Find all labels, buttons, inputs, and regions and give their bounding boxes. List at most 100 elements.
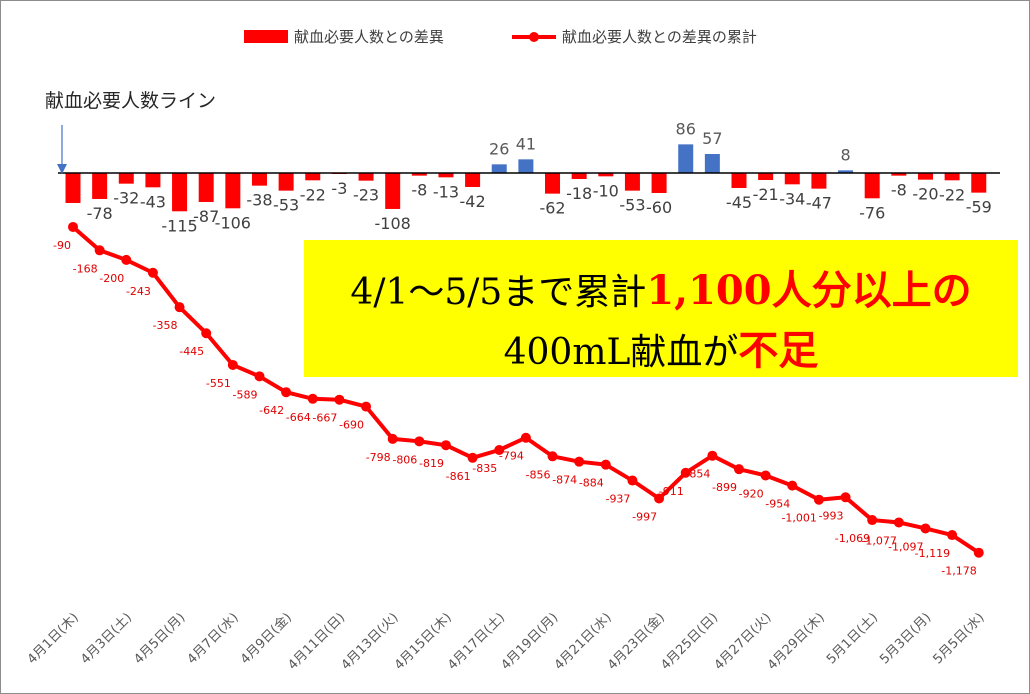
cumulative-point [680,467,691,478]
diff-bar-label: -22 [939,185,965,204]
diff-bar [971,173,987,193]
cumulative-point [760,470,771,481]
cumulative-point [201,328,212,339]
diff-bar [891,173,907,176]
cumulative-point [627,475,638,486]
cumulative-label: -856 [526,468,551,481]
diff-bar [864,173,880,199]
cumulative-point [600,459,611,470]
cumulative-label: -1,069 [835,532,870,545]
x-tick-label: 4月29日(木) [765,610,828,673]
cumulative-label: -835 [472,462,497,475]
cumulative-label: -551 [206,377,231,390]
diff-bar [598,173,614,177]
cumulative-point [813,494,824,505]
x-tick-label: 4月5日(月) [131,610,188,667]
diff-bar [278,173,294,191]
callout-line-1-prefix: 4/1～5/5まで累計 [350,272,647,313]
diff-bar-label: -22 [300,185,326,204]
diff-bar-label: -45 [726,193,752,212]
cumulative-label: -993 [819,509,844,522]
diff-bar [92,173,108,199]
cumulative-label: -1,001 [781,512,816,525]
diff-bar [811,173,827,189]
diff-bar [758,173,774,180]
cumulative-label: -1,178 [941,565,976,578]
diff-bar-label: -32 [113,189,139,208]
cumulative-label: -861 [446,470,471,483]
diff-bar-label: -20 [912,185,938,204]
diff-bar [571,173,587,179]
diff-bar-label: 41 [516,134,536,153]
diff-bar-label: -47 [806,194,832,213]
legend-item-cumulative: 献血必要人数との差異の累計 [512,26,757,46]
cumulative-point [307,393,318,404]
diff-bar-label: 26 [489,139,509,158]
cumulative-point [147,267,158,278]
diff-bar-label: -53 [619,196,645,215]
diff-bar [251,173,267,186]
x-tick-label: 4月9日(金) [237,610,295,668]
diff-bar-label: -115 [161,216,197,235]
cumulative-point [920,523,931,534]
x-tick-label: 5月3日(月) [877,610,934,667]
cumulative-label: -937 [605,493,630,506]
cumulative-label: -358 [153,319,178,332]
cumulative-label: -874 [552,474,577,487]
cumulative-label: -899 [712,481,737,494]
legend-label-cumulative: 献血必要人数との差異の累計 [562,27,757,46]
diff-bar-label: -60 [646,198,672,217]
diff-bar [678,144,694,173]
reference-line-label: 献血必要人数ライン [45,90,217,112]
cumulative-point [174,302,185,313]
diff-bar-label: -78 [87,204,113,223]
diff-bar-label: -34 [779,189,805,208]
cumulative-label: -200 [99,272,124,285]
cumulative-label: -445 [179,345,204,358]
diff-bar [944,173,960,181]
diff-bar [305,173,321,181]
diff-bar [624,173,640,191]
diff-bar-label: -59 [966,198,992,217]
cumulative-point [520,432,531,443]
cumulative-point [893,517,904,528]
callout-line-2-prefix: 400mL献血が [503,332,739,373]
diff-bar-label: -53 [273,196,299,215]
cumulative-point [387,433,398,444]
diff-bar [731,173,747,188]
cumulative-point [440,440,451,451]
cumulative-label: -884 [579,477,604,490]
cumulative-label: -954 [765,498,790,511]
diff-bar [704,154,720,173]
callout-box: 4/1～5/5まで累計1,100人分以上の 400mL献血が不足 [304,240,1018,377]
cumulative-point [973,547,984,558]
legend-label-diff: 献血必要人数との差異 [294,27,444,46]
callout-line-1-emphasis: 1,100人分以上の [646,267,972,314]
cumulative-point [121,254,132,265]
cumulative-point [494,444,505,455]
diff-bar [198,173,214,202]
cumulative-point [467,452,478,463]
diff-bar-label: -38 [246,191,272,210]
cumulative-point [654,493,665,504]
cumulative-point [334,394,345,405]
diff-bar [491,164,507,173]
cumulative-label: -798 [366,451,391,464]
diff-bar [838,170,854,173]
cumulative-label: -589 [233,388,258,401]
diff-bar [438,173,454,178]
x-tick-label: 5月1日(土) [824,610,881,667]
diff-bar-label: -3 [331,179,347,198]
diff-bar-label: -23 [353,186,379,205]
diff-bar-label: 57 [702,129,722,148]
legend-bar-swatch [244,29,288,43]
diff-bar-label: -87 [193,207,219,226]
diff-bar-label: 8 [840,145,850,164]
diff-bar-label: -108 [375,214,411,233]
diff-bar-label: 86 [676,119,696,138]
diff-bar [145,173,161,188]
diff-bar-label: -13 [433,182,459,201]
cumulative-label: -997 [632,511,657,524]
x-tick-label: 4月3日(土) [78,610,135,667]
